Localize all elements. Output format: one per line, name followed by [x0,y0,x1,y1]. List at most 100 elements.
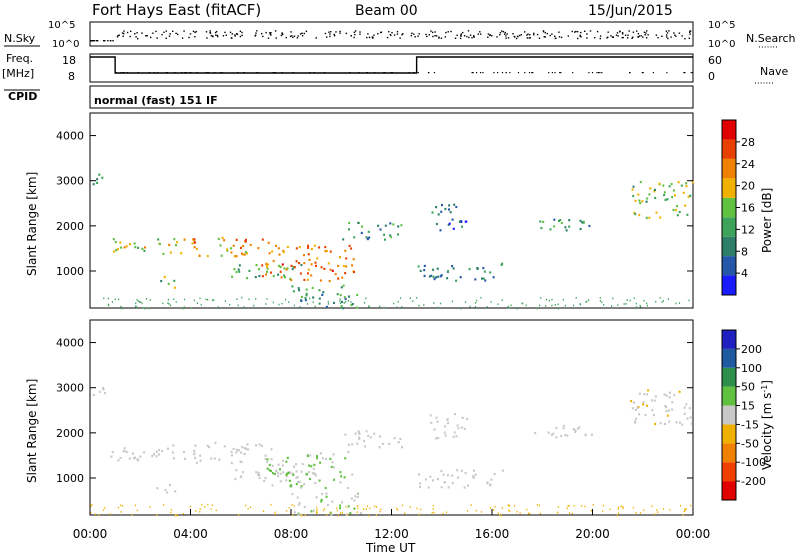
power-cell [633,211,636,214]
noise-point [526,37,528,39]
noise-point [123,32,125,35]
velocity-cell [393,437,396,440]
velocity-cell [199,454,202,457]
noise-point [579,34,581,37]
noise-point [103,40,105,42]
power-cell [314,261,317,264]
power-cell [337,277,340,280]
velocity-cell [592,504,594,506]
nave-point [349,72,351,74]
power-cell [481,277,483,280]
power-cell [525,304,527,307]
noise-point [254,35,256,37]
noise-point [611,36,614,38]
noise-point [141,32,143,34]
velocity-cell [208,446,211,449]
nave-point [629,72,631,74]
velocity-cell [331,461,334,464]
power-cell [347,300,349,302]
velocity-cell [310,465,313,468]
nave-point [482,72,484,74]
power-cell [476,299,478,302]
velocity-cell [688,407,691,410]
nave-point [153,72,155,74]
power-cell [182,307,184,310]
noise-point [329,33,331,35]
power-cell [464,301,467,303]
power-cell [400,224,403,227]
noise-point [586,37,588,39]
velocity-cell [509,510,511,513]
power-cell [340,305,343,308]
velocity-cell [581,505,583,507]
velocity-cell [279,480,282,483]
velocity-cell [381,442,384,445]
noise-point [386,36,389,39]
velocity-cell [324,486,327,490]
velocity-cell [563,424,566,427]
noise-point [529,34,531,36]
power-cell [436,267,439,270]
noise-point [269,33,271,35]
noise-point [667,37,669,40]
power-cell [320,266,323,269]
colorbar-swatch [722,236,736,257]
noise-point [665,30,668,32]
velocity-cell [295,463,297,466]
noise-point [644,34,646,36]
noise-point [533,32,535,35]
power-cell [666,198,669,201]
power-cell [452,227,455,230]
power-cell [439,302,442,305]
noise-point [505,35,507,37]
velocity-cell [366,505,369,507]
velocity-cell [568,505,570,507]
power-cell [145,298,148,300]
velocity-cell [350,497,353,500]
power-cell [299,272,302,275]
velocity-cell [651,408,654,412]
velocity-cell [618,506,620,509]
noise-point [350,35,352,37]
noise-point [402,33,404,35]
cpid-panel [89,85,694,109]
noise-point [234,35,236,37]
nave-point [190,72,192,74]
noise-point [661,35,663,37]
power-cell [114,241,117,244]
power-cell [440,210,443,213]
velocity-cell [277,475,280,478]
power-cell [396,306,398,308]
power-cell [217,237,220,240]
velocity-cell [396,508,399,511]
velocity-cell [418,473,420,476]
nave-point [281,72,283,74]
power-cell [539,220,542,223]
power-cell [281,302,283,305]
power-heatmap [92,173,694,310]
power-cell [545,298,548,301]
noise-point [373,34,375,36]
velocity-cell [149,506,151,508]
velocity-cell [313,463,316,466]
power-cell [173,238,176,241]
noise-point [222,35,225,37]
velocity-cell [673,394,676,397]
velocity-cell [103,509,105,511]
velocity-slant-range-label: Slant Range [km] [25,379,39,483]
power-cell [157,238,160,241]
power-cell [240,246,242,249]
power-cell [267,241,270,244]
noise-point [189,33,192,35]
velocity-cell [675,421,678,424]
noise-point [333,33,335,36]
power-cell [428,275,431,278]
power-cell [325,249,328,253]
velocity-cell [206,444,209,447]
velocity-cell [567,505,569,507]
velocity-cell [363,439,365,442]
power-cell [327,303,329,305]
noise-point [255,32,257,34]
power-cell [318,289,321,292]
velocity-cell [207,503,209,506]
